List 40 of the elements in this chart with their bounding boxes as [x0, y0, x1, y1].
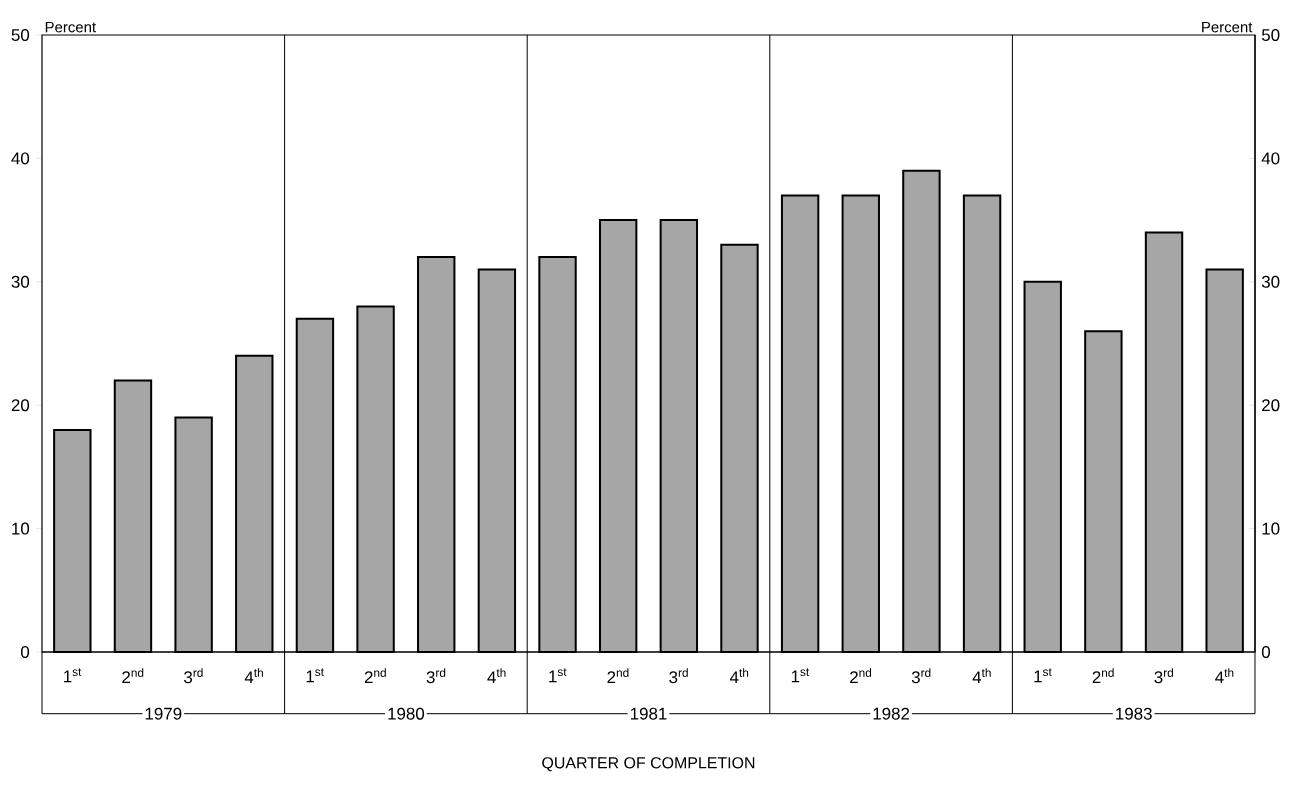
- x-tick-label: 4$^{th}$: [972, 668, 991, 684]
- x-tick-label: 4$^{th}$: [244, 668, 263, 684]
- text: 1981: [630, 707, 667, 720]
- y-tick-label: 40: [11, 152, 30, 165]
- x-axis-title: QUARTER OF COMPLETION: [542, 757, 755, 772]
- y2-tick-label: 50: [1261, 29, 1280, 41]
- x-tick-label: 2$^{nd}$: [850, 668, 872, 684]
- x-tick-label: 1$^{st}$: [549, 668, 567, 683]
- text: 1982: [873, 707, 910, 720]
- text: 1979: [145, 707, 182, 720]
- x-tick-label: 3$^{rd}$: [669, 668, 688, 684]
- y2-axis-title: Percent: [1202, 21, 1253, 33]
- x-tick-label: 1$^{st}$: [791, 668, 810, 683]
- x-tick-label: 3$^{rd}$: [1154, 668, 1173, 684]
- y2-tick-label: 10: [1262, 522, 1280, 535]
- y2-tick-label: 30: [1261, 275, 1280, 288]
- x-tick-label: 4$^{th}$: [1215, 668, 1234, 684]
- y-tick-label: 10: [12, 522, 30, 535]
- y2-tick-label: 0: [1261, 646, 1271, 658]
- y-tick-label: 20: [11, 399, 30, 412]
- y2-tick-label: 40: [1261, 152, 1280, 165]
- x-tick-label: 2$^{nd}$: [364, 668, 386, 684]
- x-tick-label: 1$^{st}$: [64, 668, 82, 683]
- x-tick-label: 4$^{th}$: [729, 668, 749, 684]
- x-tick-label: 4$^{th}$: [487, 668, 506, 684]
- text: 1983: [1116, 707, 1152, 720]
- x-tick-label: 2$^{nd}$: [1092, 668, 1114, 684]
- x-tick-label: 3$^{rd}$: [184, 668, 203, 684]
- x-tick-label: 2$^{nd}$: [122, 668, 144, 684]
- y2-tick-label: 20: [1262, 399, 1280, 412]
- x-tick-label: 1$^{st}$: [1034, 668, 1052, 683]
- y-tick-label: 50: [11, 29, 30, 41]
- x-tick-label: 3$^{rd}$: [426, 668, 446, 684]
- y-axis-title: Percent: [45, 21, 96, 33]
- text: 1980: [388, 707, 425, 720]
- x-tick-label: 2$^{nd}$: [607, 668, 629, 684]
- x-tick-label: 3$^{rd}$: [911, 668, 931, 684]
- x-tick-label: 1$^{st}$: [306, 668, 324, 683]
- y-tick-label: 30: [11, 275, 30, 288]
- y-tick-label: 0: [20, 646, 30, 658]
